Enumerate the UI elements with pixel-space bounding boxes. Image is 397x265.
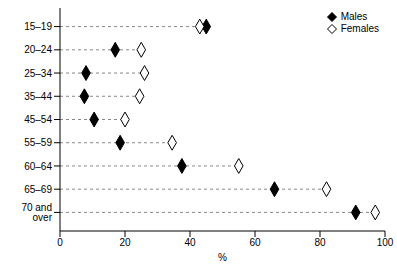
svg-text:%: %: [218, 252, 227, 263]
svg-text:15–19: 15–19: [24, 21, 52, 32]
svg-text:60: 60: [249, 237, 261, 248]
svg-text:0: 0: [57, 237, 63, 248]
svg-text:65–69: 65–69: [24, 184, 52, 195]
html-text:Females: Females: [340, 23, 379, 34]
svg-text:60–64: 60–64: [24, 161, 52, 172]
svg-text:45–54: 45–54: [24, 114, 52, 125]
svg-text:25–34: 25–34: [24, 68, 52, 79]
svg-text:40: 40: [184, 237, 196, 248]
svg-text:20: 20: [119, 237, 131, 248]
svg-text:55–59: 55–59: [24, 137, 52, 148]
svg-text:35–44: 35–44: [24, 91, 52, 102]
svg-text:80: 80: [314, 237, 326, 248]
svg-text:20–24: 20–24: [24, 44, 52, 55]
html-text:Males: Males: [340, 11, 368, 22]
svg-text:100: 100: [377, 237, 389, 248]
svg-text:70 andover: 70 andover: [21, 202, 52, 223]
